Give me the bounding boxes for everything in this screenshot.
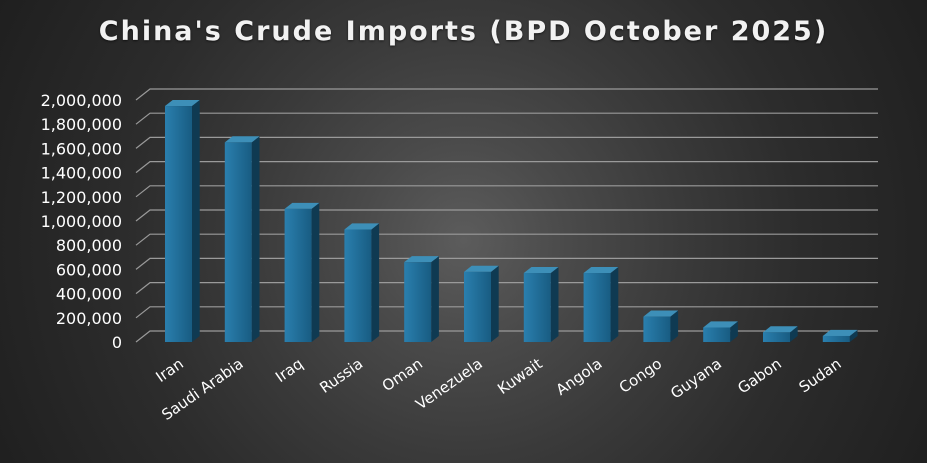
bar-angola — [583, 266, 619, 342]
bar-oman — [404, 256, 439, 342]
gridlines — [135, 88, 878, 343]
gridline — [135, 112, 878, 125]
gridline — [135, 136, 878, 149]
bar-gabon — [763, 326, 798, 342]
x-tick-label: Sudan — [796, 355, 845, 397]
x-tick-label: Guyana — [667, 355, 725, 403]
y-tick-label: 1,800,000 — [41, 115, 122, 134]
gridline — [135, 233, 878, 246]
gridline — [135, 282, 878, 295]
bar-congo — [643, 310, 679, 342]
bar-guyana — [703, 321, 738, 342]
bar-russia — [344, 223, 380, 342]
gridline — [135, 257, 878, 270]
gridline — [135, 88, 878, 101]
x-tick-label: Kuwait — [494, 354, 545, 398]
y-tick-label: 2,000,000 — [41, 91, 122, 110]
bar-sudan — [822, 329, 858, 342]
bars — [165, 100, 858, 342]
x-tick-label: Iraq — [272, 355, 306, 387]
y-tick-label: 1,400,000 — [41, 164, 122, 183]
x-tick-label: Venezuela — [412, 355, 485, 414]
gridline — [135, 161, 878, 174]
chart-title: China's Crude Imports (BPD October 2025) — [98, 16, 829, 47]
y-axis-ticks: 0 200,000 400,000 600,000 800,000 1,000,000 1,… — [41, 91, 122, 352]
bar-iraq — [284, 202, 320, 342]
bar-venezuela — [464, 265, 499, 342]
y-tick-label: 200,000 — [56, 309, 122, 328]
x-tick-label: Iran — [152, 355, 186, 387]
y-tick-label: 1,600,000 — [41, 139, 122, 158]
gridline — [135, 330, 878, 343]
x-tick-label: Oman — [379, 355, 426, 396]
y-tick-label: 600,000 — [56, 260, 122, 279]
x-tick-label: Russia — [316, 355, 366, 397]
y-tick-label: 1,000,000 — [41, 212, 122, 231]
gridline — [135, 306, 878, 319]
y-tick-label: 0 — [112, 333, 122, 352]
bar-iran — [165, 100, 200, 342]
x-tick-label: Gabon — [734, 355, 784, 398]
bar-saudi-arabia — [224, 136, 260, 342]
x-tick-label: Congo — [616, 355, 666, 397]
y-tick-label: 400,000 — [56, 285, 122, 304]
bar-kuwait — [523, 266, 559, 342]
x-tick-label: Angola — [553, 355, 606, 399]
gridline — [135, 209, 878, 222]
gridline — [135, 185, 878, 198]
y-tick-label: 800,000 — [56, 236, 122, 255]
y-tick-label: 1,200,000 — [41, 188, 122, 207]
